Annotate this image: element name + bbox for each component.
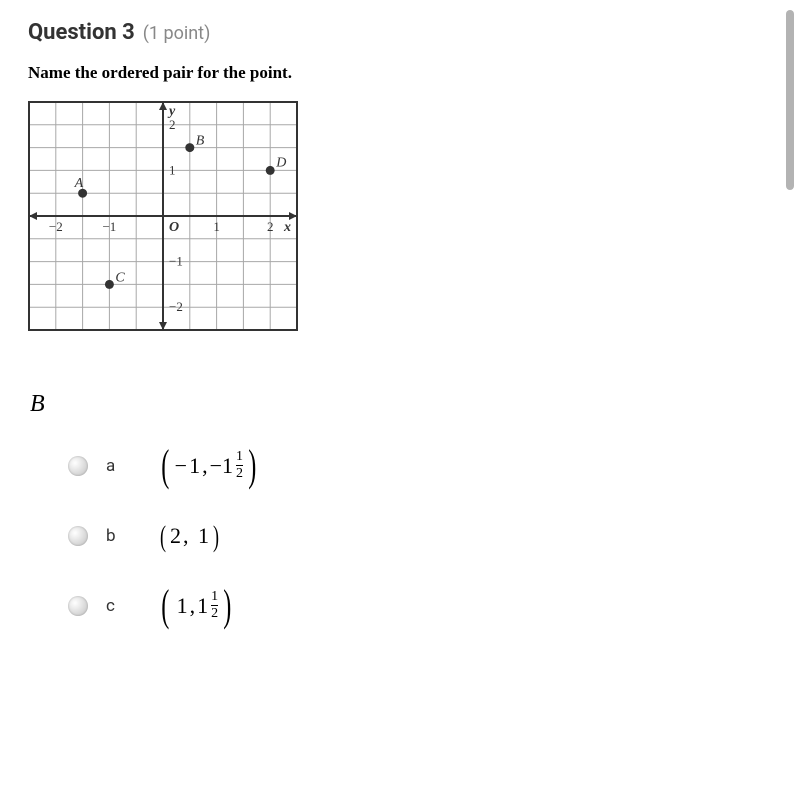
option-value: ( −1, −1 12 ) [158,446,260,486]
option-letter: a [106,456,158,476]
svg-text:O: O [169,220,179,235]
radio-icon[interactable] [68,526,88,546]
svg-text:−2: −2 [49,219,63,234]
svg-text:1: 1 [213,219,220,234]
svg-text:D: D [275,155,286,170]
svg-text:1: 1 [169,162,176,177]
svg-text:−1: −1 [169,254,183,269]
coordinate-graph: −2−112−2−112xyOABCD [28,101,298,331]
svg-text:C: C [115,270,125,285]
question-prompt: Name the ordered pair for the point. [28,63,772,83]
question-number: Question 3 [28,20,135,45]
svg-text:2: 2 [267,219,274,234]
question-header: Question 3 (1 point) [28,20,772,45]
svg-text:2: 2 [169,117,176,132]
svg-text:−1: −1 [102,219,116,234]
radio-icon[interactable] [68,456,88,476]
svg-text:A: A [74,176,84,191]
answer-options: a ( −1, −1 12 ) b ( 2, 1 ) c ( [28,442,772,630]
option-b[interactable]: b ( 2, 1 ) [68,512,772,560]
option-letter: b [106,526,158,546]
option-letter: c [106,596,158,616]
radio-icon[interactable] [68,596,88,616]
option-value: ( 2, 1 ) [158,523,221,550]
svg-text:−2: −2 [169,299,183,314]
option-a[interactable]: a ( −1, −1 12 ) [68,442,772,490]
question-points: (1 point) [143,23,211,44]
svg-text:x: x [283,220,291,235]
scrollbar-thumb[interactable] [786,10,794,190]
svg-text:B: B [196,134,205,149]
option-c[interactable]: c ( 1, 1 12 ) [68,582,772,630]
target-point-label: B [30,391,772,418]
svg-text:y: y [167,104,176,119]
option-value: ( 1, 1 12 ) [158,586,235,626]
